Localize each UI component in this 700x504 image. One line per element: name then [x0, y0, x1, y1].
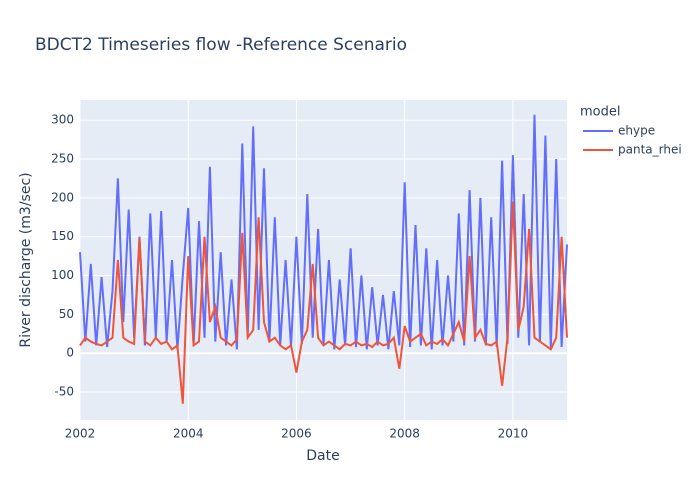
y-tick-label: 250 [51, 152, 74, 166]
y-axis-label: River discharge (m3/sec) [18, 172, 34, 347]
series-line [79, 201, 568, 404]
legend-label[interactable]: ehype [618, 124, 655, 138]
legend[interactable]: ehype panta_rhei [583, 124, 682, 157]
chart-title: BDCT2 Timeseries flow -Reference Scenari… [35, 35, 407, 55]
y-tick-label: 150 [51, 229, 74, 243]
legend-title: model [580, 105, 620, 120]
legend-label[interactable]: panta_rhei [618, 143, 682, 157]
y-tick-label: 100 [51, 268, 74, 282]
x-tick-label: 2004 [173, 427, 204, 441]
y-tick-label: 0 [66, 346, 74, 360]
y-tick-label: -50 [54, 385, 74, 399]
lines [79, 114, 568, 404]
plot-area [80, 100, 567, 420]
x-tick-label: 2002 [65, 427, 96, 441]
y-tick-label: 200 [51, 190, 74, 204]
x-tick-label: 2006 [281, 427, 312, 441]
x-tick-label: 2010 [498, 427, 529, 441]
x-tick-label: 2008 [389, 427, 420, 441]
y-tick-label: 50 [59, 307, 74, 321]
x-axis-label: Date [306, 448, 339, 464]
y-tick-label: 300 [51, 113, 74, 127]
